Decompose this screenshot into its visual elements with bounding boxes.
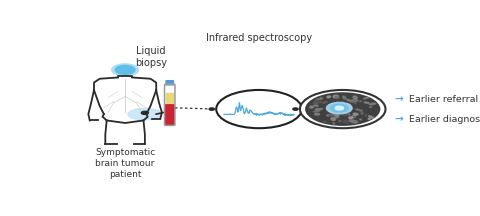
Ellipse shape [350,119,357,123]
Ellipse shape [333,123,335,124]
Ellipse shape [354,113,357,115]
Ellipse shape [314,113,320,115]
Ellipse shape [331,118,336,120]
Ellipse shape [352,115,356,118]
Ellipse shape [336,115,339,118]
Ellipse shape [356,109,361,111]
Ellipse shape [333,115,337,117]
Bar [167,86,173,93]
Circle shape [331,104,348,112]
Ellipse shape [343,108,345,109]
Ellipse shape [331,111,335,114]
Circle shape [305,92,380,126]
Ellipse shape [333,95,338,98]
Ellipse shape [315,108,321,111]
Circle shape [335,106,344,110]
Ellipse shape [369,116,374,118]
Ellipse shape [343,113,348,116]
Ellipse shape [337,108,341,111]
Ellipse shape [347,99,349,101]
Bar [167,93,173,105]
Ellipse shape [310,106,313,108]
Ellipse shape [320,97,323,99]
Ellipse shape [370,106,372,108]
Ellipse shape [327,96,330,98]
Ellipse shape [361,113,363,114]
Ellipse shape [321,108,323,109]
Text: Earlier referral: Earlier referral [409,95,478,104]
Ellipse shape [327,115,328,116]
Circle shape [209,108,215,110]
Circle shape [300,90,385,128]
Ellipse shape [353,113,358,115]
Circle shape [141,111,148,114]
Ellipse shape [115,65,135,74]
Ellipse shape [313,102,319,103]
Ellipse shape [330,111,332,112]
Ellipse shape [335,96,339,98]
Ellipse shape [369,103,376,105]
Ellipse shape [342,107,346,108]
Ellipse shape [112,64,139,76]
Ellipse shape [338,120,341,122]
Ellipse shape [344,104,350,106]
Ellipse shape [348,114,350,115]
Ellipse shape [343,96,347,99]
Ellipse shape [325,102,327,103]
Ellipse shape [128,108,162,120]
Ellipse shape [361,110,362,111]
Ellipse shape [334,114,338,116]
Ellipse shape [364,102,369,103]
Ellipse shape [360,119,361,120]
Ellipse shape [351,121,358,123]
Text: Infrared spectroscopy: Infrared spectroscopy [206,33,312,43]
Ellipse shape [336,110,338,111]
Ellipse shape [313,111,318,112]
Ellipse shape [316,99,322,100]
FancyBboxPatch shape [166,81,173,85]
Ellipse shape [349,117,353,119]
Ellipse shape [365,114,366,116]
Ellipse shape [354,103,356,104]
Ellipse shape [353,96,357,99]
Ellipse shape [345,108,351,109]
Circle shape [293,108,298,110]
Circle shape [326,102,352,114]
Ellipse shape [324,121,326,122]
Ellipse shape [320,102,322,103]
Text: →: → [395,94,404,104]
Ellipse shape [323,102,325,103]
Ellipse shape [349,120,353,122]
Ellipse shape [353,114,356,115]
Text: →: → [395,114,404,124]
Text: Symptomatic
brain tumour
patient: Symptomatic brain tumour patient [95,148,155,179]
Ellipse shape [314,105,318,106]
Text: Earlier diagnosis: Earlier diagnosis [409,114,480,124]
Ellipse shape [310,106,313,108]
Ellipse shape [343,120,349,123]
Ellipse shape [363,97,369,99]
FancyBboxPatch shape [165,105,174,125]
Bar [167,84,173,86]
Ellipse shape [360,101,361,102]
Ellipse shape [317,110,320,111]
Ellipse shape [368,118,371,119]
Circle shape [168,106,175,109]
Ellipse shape [333,105,336,107]
Text: Liquid
biopsy: Liquid biopsy [135,46,167,68]
Circle shape [216,90,302,128]
Ellipse shape [338,113,340,114]
Ellipse shape [335,116,336,117]
Ellipse shape [350,99,358,102]
Ellipse shape [343,102,344,103]
Ellipse shape [327,114,336,116]
